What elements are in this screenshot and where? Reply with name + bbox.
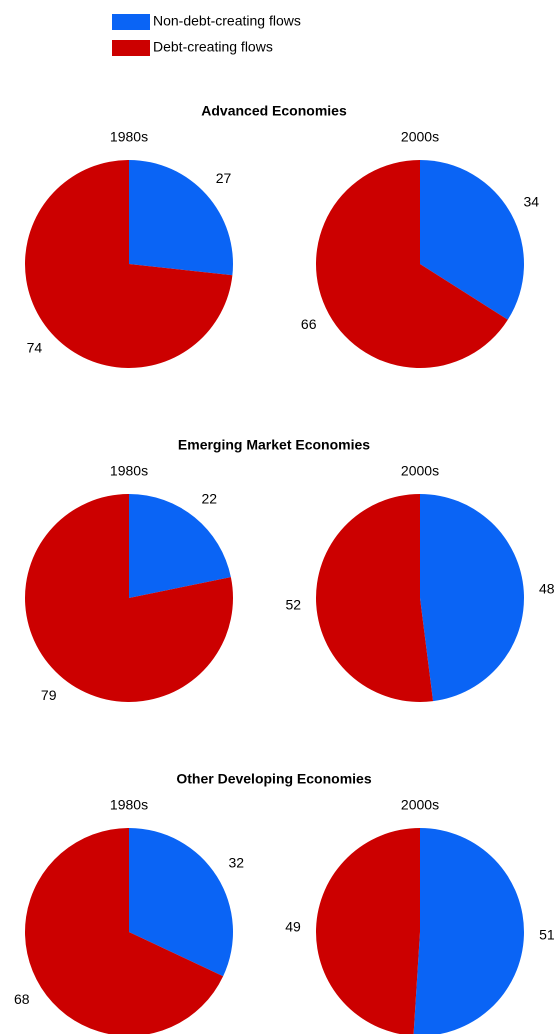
group-title: Other Developing Economies [176, 771, 371, 787]
pie-title: 2000s [401, 129, 439, 145]
value-label: 27 [216, 170, 232, 186]
legend-label: Debt-creating flows [153, 39, 273, 55]
pie-title: 1980s [110, 797, 148, 813]
value-label: 32 [228, 855, 244, 871]
value-label: 34 [524, 194, 540, 210]
pie-slice [420, 494, 525, 702]
value-label: 66 [301, 316, 317, 332]
pie-title: 2000s [401, 797, 439, 813]
pie-slice [316, 828, 420, 1034]
legend-swatch [112, 14, 150, 30]
value-label: 48 [539, 581, 555, 597]
pie-slice [316, 494, 434, 702]
legend-swatch [112, 40, 150, 56]
pie-slice [25, 828, 224, 1034]
legend-label: Non-debt-creating flows [153, 13, 301, 29]
pie-title: 1980s [110, 129, 148, 145]
pie-slice [129, 494, 231, 598]
value-label: 22 [201, 490, 217, 506]
value-label: 49 [285, 919, 301, 935]
value-label: 52 [285, 597, 301, 613]
pie-slice [25, 160, 233, 369]
pie-slice [129, 160, 233, 276]
pie-slice [420, 160, 524, 320]
pie-title: 1980s [110, 463, 148, 479]
value-label: 79 [41, 687, 57, 703]
group-title: Advanced Economies [201, 103, 347, 119]
pie-slice [413, 828, 525, 1034]
value-label: 51 [539, 927, 555, 943]
pie-title: 2000s [401, 463, 439, 479]
group-title: Emerging Market Economies [178, 437, 370, 453]
pie-slice [24, 494, 233, 702]
pie-slice [129, 828, 233, 977]
value-label: 74 [27, 339, 43, 355]
value-label: 68 [14, 991, 30, 1007]
pie-slice [316, 160, 508, 369]
